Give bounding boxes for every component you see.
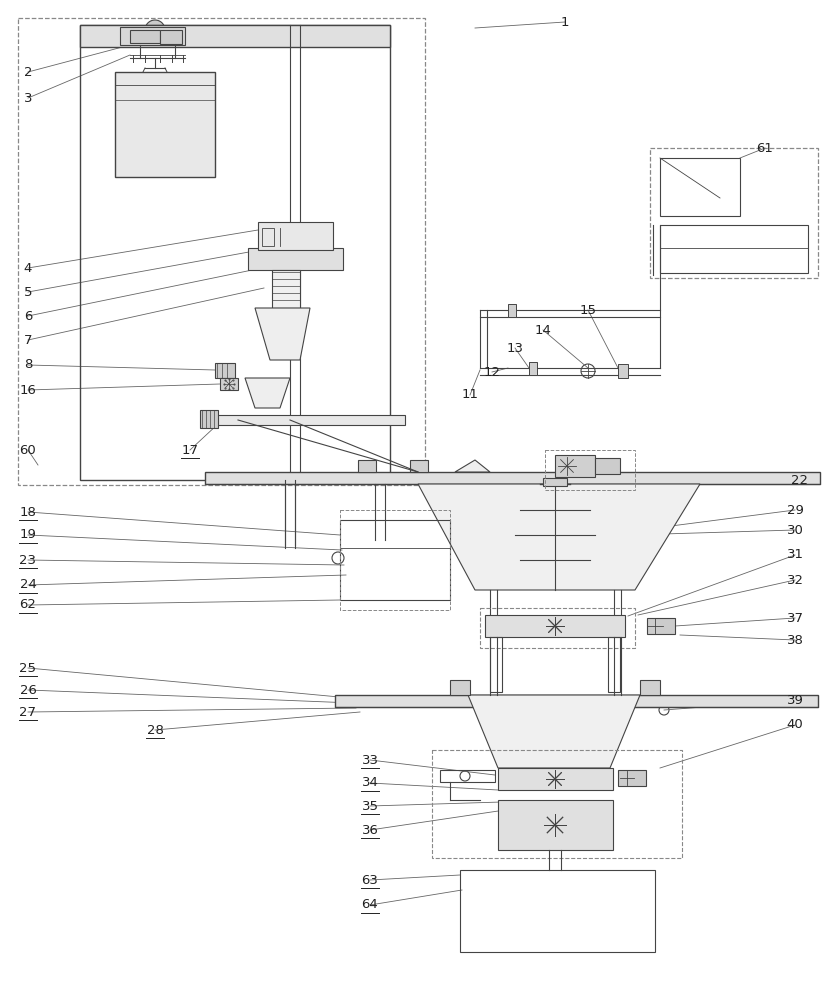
Text: 23: 23 [19, 554, 37, 566]
Bar [485, 615, 625, 637]
Bar [543, 478, 567, 486]
Text: 62: 62 [20, 598, 37, 611]
Text: 36: 36 [361, 824, 378, 836]
Text: 13: 13 [507, 342, 524, 355]
Text: 32: 32 [786, 574, 804, 586]
Circle shape [543, 813, 567, 837]
Bar [200, 410, 218, 428]
Text: 37: 37 [786, 611, 804, 624]
Bar [340, 520, 450, 600]
Text: 11: 11 [461, 388, 479, 401]
Text: 6: 6 [24, 310, 32, 322]
Bar [410, 460, 428, 472]
Circle shape [145, 20, 165, 40]
Text: 60: 60 [20, 444, 37, 456]
Circle shape [460, 771, 470, 781]
Text: 64: 64 [361, 898, 378, 912]
Bar [80, 25, 390, 47]
Bar [205, 472, 820, 484]
Bar [130, 30, 160, 43]
Bar [618, 770, 646, 786]
Bar [335, 695, 818, 707]
Bar [647, 618, 675, 634]
Bar [340, 510, 450, 610]
Text: 14: 14 [534, 324, 552, 336]
Circle shape [659, 705, 669, 715]
Bar [440, 770, 495, 782]
Text: 7: 7 [24, 334, 32, 347]
Bar [545, 450, 635, 490]
Bar [555, 455, 595, 477]
Text: 27: 27 [19, 706, 37, 718]
Text: 8: 8 [24, 359, 32, 371]
Text: 18: 18 [20, 506, 37, 518]
Text: 28: 28 [146, 724, 164, 736]
Text: 61: 61 [756, 141, 774, 154]
Text: 33: 33 [361, 754, 378, 766]
Bar [490, 637, 502, 692]
Text: 38: 38 [787, 634, 804, 647]
Text: 17: 17 [181, 444, 199, 456]
Text: 26: 26 [20, 684, 37, 696]
Bar [262, 228, 274, 246]
Bar [660, 158, 740, 216]
Text: 2: 2 [24, 66, 32, 79]
Bar [220, 378, 238, 390]
Bar [660, 225, 808, 273]
Text: 39: 39 [787, 694, 804, 706]
Bar [432, 750, 682, 858]
Bar [498, 768, 613, 790]
Text: 19: 19 [20, 528, 37, 542]
Bar [529, 362, 537, 375]
Bar [358, 460, 376, 472]
Bar [115, 72, 215, 177]
Text: 40: 40 [787, 718, 804, 732]
Bar [508, 304, 516, 317]
Bar [215, 363, 235, 378]
Text: 22: 22 [791, 474, 809, 487]
Text: 15: 15 [579, 304, 597, 316]
Circle shape [545, 616, 565, 636]
Bar [205, 415, 405, 425]
Bar [595, 458, 620, 474]
Bar [258, 222, 333, 250]
Bar [18, 18, 425, 485]
Circle shape [332, 552, 344, 564]
Text: 1: 1 [561, 15, 569, 28]
Bar [248, 248, 343, 270]
Bar [608, 637, 620, 692]
Text: 5: 5 [24, 286, 32, 298]
Bar [272, 270, 300, 308]
Text: 30: 30 [787, 524, 804, 536]
Text: 29: 29 [787, 504, 804, 516]
Bar [160, 30, 182, 44]
Polygon shape [245, 378, 290, 408]
Text: 63: 63 [361, 874, 378, 886]
Bar [450, 680, 470, 695]
Polygon shape [255, 308, 310, 360]
Bar [618, 364, 628, 378]
Bar [640, 680, 660, 695]
Text: 4: 4 [24, 261, 32, 274]
Bar [80, 25, 390, 480]
Bar [460, 870, 655, 952]
Polygon shape [468, 695, 640, 768]
Polygon shape [418, 484, 700, 590]
Text: 35: 35 [361, 800, 378, 812]
Bar [650, 148, 818, 278]
Circle shape [151, 26, 159, 34]
Text: 16: 16 [20, 383, 37, 396]
Text: 24: 24 [20, 578, 37, 591]
Circle shape [581, 364, 595, 378]
Text: 25: 25 [19, 662, 37, 674]
Text: 12: 12 [484, 365, 500, 378]
Text: 3: 3 [24, 92, 32, 104]
Polygon shape [455, 460, 490, 472]
Circle shape [545, 769, 565, 789]
Bar [480, 608, 635, 648]
Text: 34: 34 [361, 776, 378, 790]
Bar [120, 27, 185, 45]
Text: 31: 31 [786, 548, 804, 562]
Bar [498, 800, 613, 850]
